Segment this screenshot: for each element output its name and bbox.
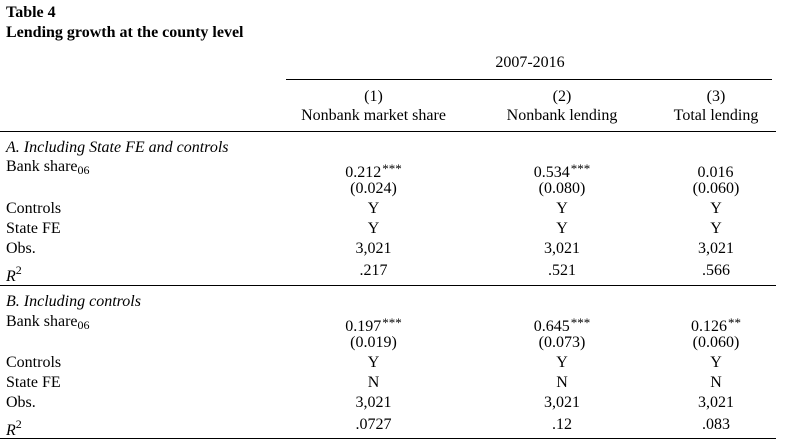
panel-b-coef-1: 0.197*** [345, 315, 402, 335]
panel-b-coef-3: 0.126** [691, 315, 741, 335]
panel-b-title: B. Including controls [6, 293, 141, 310]
panel-a-coef-1: 0.212*** [345, 161, 402, 181]
panel-b-controls-3: Y [710, 354, 722, 371]
col3-number: (3) [706, 88, 726, 105]
panel-separator-rule [0, 285, 776, 286]
panel-a-statefe-1: Y [367, 220, 380, 237]
panel-b-controls-label: Controls [6, 354, 62, 371]
panel-b-coef-2: 0.645*** [533, 315, 591, 335]
panel-a-se-2: (0.080) [538, 180, 586, 197]
panel-a-coef-2: 0.534*** [533, 161, 591, 181]
period-header: 2007-2016 [495, 54, 565, 71]
period-underline [286, 79, 772, 80]
panel-a-controls-3: Y [710, 200, 722, 217]
panel-b-se-3: (0.060) [692, 334, 740, 351]
panel-a-se-3: (0.060) [692, 180, 740, 197]
table-number: Table 4 [6, 4, 56, 21]
bottom-rule [0, 438, 776, 439]
panel-a-bank-share-label: Bank share06 [6, 158, 90, 177]
col3-name: Total lending [673, 107, 759, 124]
panel-b-r2-3: .083 [702, 416, 730, 433]
panel-a-controls-label: Controls [6, 200, 62, 217]
panel-a-r2-2: .521 [548, 262, 576, 279]
panel-b-controls-1: Y [367, 354, 380, 371]
panel-a-obs-1: 3,021 [355, 240, 392, 257]
panel-b-obs-2: 3,021 [544, 394, 580, 411]
panel-a-statefe-3: Y [710, 220, 722, 237]
panel-a-controls-2: Y [556, 200, 568, 217]
panel-a-se-1: (0.024) [350, 180, 397, 197]
panel-b-r2-1: .0727 [355, 416, 392, 433]
panel-b-statefe-3: N [710, 374, 722, 391]
col1-number: (1) [364, 88, 383, 105]
panel-b-obs-1: 3,021 [355, 394, 392, 411]
panel-b-statefe-1: N [367, 374, 380, 391]
panel-a-obs-3: 3,021 [698, 240, 734, 257]
panel-b-se-2: (0.073) [538, 334, 586, 351]
col2-name: Nonbank lending [506, 107, 618, 124]
col2-number: (2) [552, 88, 572, 105]
panel-b-controls-2: Y [556, 354, 568, 371]
panel-b-bank-share-label: Bank share06 [6, 313, 90, 332]
panel-a-title: A. Including State FE and controls [6, 139, 229, 156]
panel-a-obs-2: 3,021 [544, 240, 580, 257]
panel-a-coef-3: 0.016 [697, 164, 734, 181]
panel-b-statefe-label: State FE [6, 374, 61, 391]
panel-a-r2-1: .217 [359, 262, 388, 279]
panel-a-controls-1: Y [367, 200, 380, 217]
header-rule [0, 131, 776, 132]
table-title: Lending growth at the county level [6, 24, 244, 41]
panel-a-statefe-label: State FE [6, 220, 61, 237]
panel-a-r2-label: R2 [6, 263, 22, 285]
panel-b-obs-3: 3,021 [698, 394, 734, 411]
col1-name: Nonbank market share [301, 107, 446, 124]
panel-a-obs-label: Obs. [6, 240, 36, 257]
panel-a-r2-3: .566 [702, 262, 730, 279]
panel-b-r2-label: R2 [6, 417, 22, 439]
panel-b-statefe-2: N [556, 374, 568, 391]
panel-b-se-1: (0.019) [350, 334, 397, 351]
panel-a-statefe-2: Y [556, 220, 568, 237]
panel-b-obs-label: Obs. [6, 394, 36, 411]
panel-b-r2-2: .12 [552, 416, 572, 433]
